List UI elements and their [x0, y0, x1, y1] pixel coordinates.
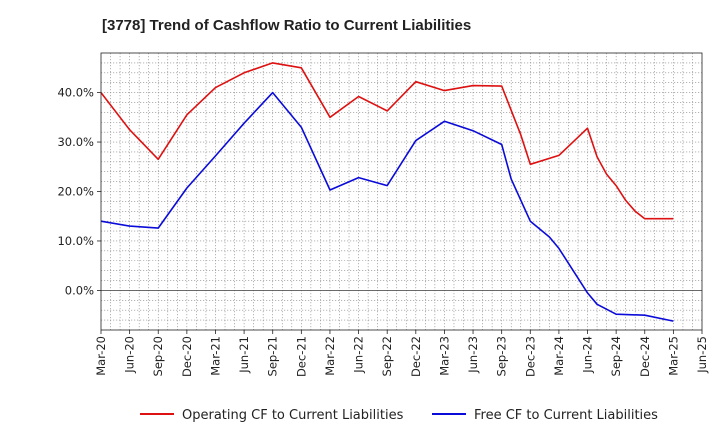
x-tick-label: Jun-22	[352, 336, 366, 374]
series-lines	[100, 62, 674, 322]
x-tick-label: Jun-24	[581, 336, 595, 374]
x-tick-label: Sep-20	[151, 336, 165, 376]
x-tick-label: Sep-24	[609, 336, 623, 376]
x-tick-label: Sep-23	[495, 336, 509, 376]
x-tick-label: Jun-23	[466, 336, 480, 374]
x-tick-label: Mar-23	[437, 336, 451, 376]
x-tick-label: Mar-21	[208, 336, 222, 376]
y-tick-label: 40.0%	[57, 86, 94, 100]
x-tick-label: Dec-22	[409, 336, 423, 377]
x-tick-label: Sep-21	[266, 336, 280, 376]
x-tick-label: Mar-20	[94, 336, 108, 376]
x-tick-label: Mar-24	[552, 336, 566, 376]
series-line-2	[100, 91, 674, 322]
y-tick-label: 0.0%	[65, 283, 94, 297]
x-tick-label: Dec-21	[294, 336, 308, 377]
x-tick-label: Dec-24	[638, 336, 652, 377]
y-tick-label: 10.0%	[57, 234, 94, 248]
x-tick-label: Jun-25	[695, 336, 709, 374]
legend: Operating CF to Current Liabilities Free …	[140, 408, 658, 423]
y-axis: 0.0% 10.0% 20.0% 30.0% 40.0%	[57, 86, 101, 297]
y-tick-label: 20.0%	[57, 185, 94, 199]
x-tick-label: Sep-22	[380, 336, 394, 376]
series-line-1	[100, 62, 674, 220]
plot-grid	[101, 53, 702, 330]
legend-label-2: Free CF to Current Liabilities	[474, 408, 658, 423]
chart-title: [3778] Trend of Cashflow Ratio to Curren…	[102, 17, 471, 34]
x-tick-label: Mar-25	[666, 336, 680, 376]
x-tick-label: Jun-20	[123, 336, 137, 374]
x-tick-label: Dec-20	[180, 336, 194, 377]
plot-frame	[100, 52, 703, 331]
y-tick-label: 30.0%	[57, 135, 94, 149]
x-tick-label: Jun-21	[237, 336, 251, 374]
legend-label-1: Operating CF to Current Liabilities	[182, 408, 404, 423]
x-axis: Mar-20 Jun-20 Sep-20 Dec-20 Mar-21 Jun-21 Sep-…	[94, 330, 709, 377]
x-tick-label: Dec-23	[523, 336, 537, 377]
x-tick-label: Mar-22	[323, 336, 337, 376]
